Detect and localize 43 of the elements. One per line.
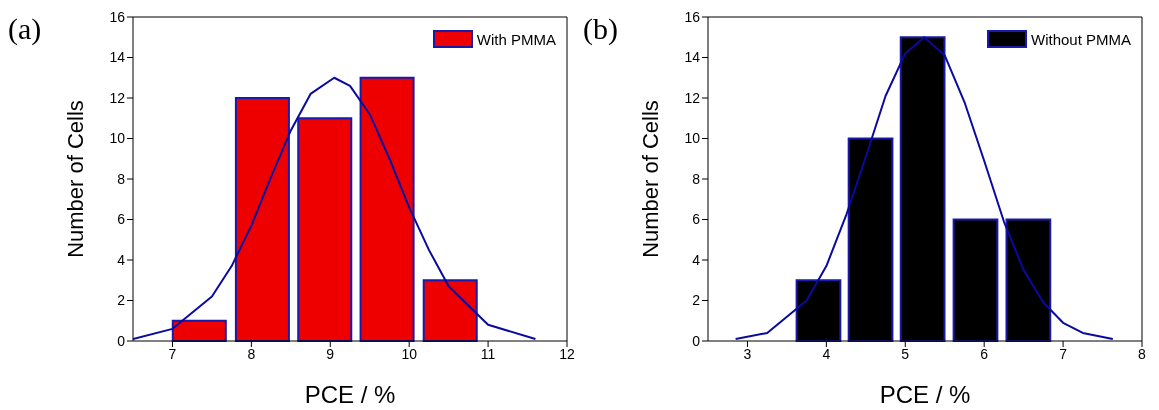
y-tick-label: 14 <box>109 49 126 66</box>
x-tick-label: 3 <box>743 345 752 362</box>
x-tick-label: 11 <box>480 345 496 362</box>
x-tick-label: 4 <box>822 345 831 362</box>
y-tick-label: 16 <box>109 8 126 25</box>
x-tick-label: 12 <box>559 345 575 362</box>
x-axis-title: PCE / % <box>304 381 396 408</box>
y-tick-label: 4 <box>117 251 126 268</box>
y-axis-title: Number of Cells <box>637 100 663 258</box>
x-tick-label: 10 <box>401 345 418 362</box>
y-axis-title: Number of Cells <box>62 100 88 258</box>
y-tick-label: 12 <box>109 89 126 106</box>
x-tick-label: 5 <box>901 345 910 362</box>
y-tick-label: 14 <box>684 49 701 66</box>
line-series <box>133 76 537 340</box>
legend-label: With PMMA <box>476 30 556 48</box>
y-tick-label: 12 <box>684 89 701 106</box>
y-tick-label: 8 <box>692 170 701 187</box>
y-tick-label: 6 <box>692 211 701 228</box>
bar <box>297 117 353 342</box>
y-tick-label: 8 <box>117 170 126 187</box>
y-tick-label: 0 <box>692 332 701 349</box>
y-tick-label: 4 <box>692 251 701 268</box>
bar <box>359 76 415 342</box>
x-tick-label: 7 <box>1059 345 1068 362</box>
y-tick-label: 10 <box>109 130 126 147</box>
x-tick-label: 7 <box>168 345 177 362</box>
x-axis-title: PCE / % <box>879 381 971 408</box>
legend-label: Without PMMA <box>1030 30 1131 48</box>
x-tick-label: 8 <box>247 345 256 362</box>
x-tick-label: 9 <box>326 345 335 362</box>
chart-title: (a) <box>8 12 42 46</box>
y-tick-label: 6 <box>117 211 126 228</box>
bar <box>422 279 478 342</box>
y-tick-label: 2 <box>117 292 126 309</box>
chart-title: (b) <box>583 12 618 46</box>
y-tick-label: 10 <box>684 130 701 147</box>
y-tick-label: 0 <box>117 332 126 349</box>
x-tick-label: 6 <box>980 345 989 362</box>
x-tick-label: 8 <box>1138 345 1147 362</box>
y-tick-label: 2 <box>692 292 701 309</box>
bar <box>234 97 290 342</box>
y-tick-label: 16 <box>684 8 701 25</box>
